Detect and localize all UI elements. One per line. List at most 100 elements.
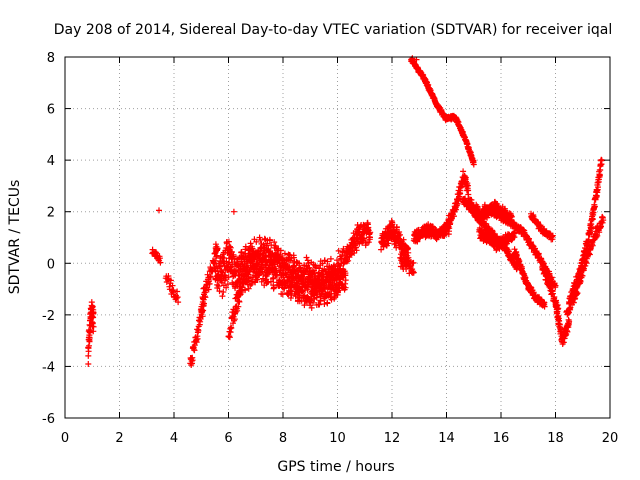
data-point <box>237 283 244 290</box>
data-point <box>227 243 233 250</box>
data-point <box>345 257 352 264</box>
data-point <box>566 318 573 325</box>
data-point <box>445 225 452 232</box>
x-tick-label: 0 <box>61 431 69 446</box>
data-point <box>410 259 417 266</box>
data-point <box>157 259 164 266</box>
x-tick-label: 20 <box>602 431 619 446</box>
data-point <box>230 251 237 258</box>
data-point <box>579 272 586 279</box>
y-axis-label: SDTVAR / TECUs <box>7 180 23 295</box>
y-tick-label: -6 <box>42 412 55 427</box>
y-tick-label: -2 <box>42 309 55 324</box>
data-point <box>167 277 174 284</box>
axis-ticks <box>64 56 611 419</box>
data-point <box>217 263 224 270</box>
x-tick-label: 8 <box>279 431 287 446</box>
y-tick-label: -4 <box>42 360 55 375</box>
data-point <box>173 295 180 302</box>
data-point <box>396 229 403 235</box>
data-point <box>361 235 367 242</box>
data-point <box>313 264 319 271</box>
data-point <box>199 301 206 308</box>
data-points <box>85 55 607 368</box>
x-tick-labels: 0 2 4 6 8 10 12 14 16 18 20 <box>61 431 618 446</box>
data-point <box>342 277 349 284</box>
x-tick-label: 10 <box>329 431 346 446</box>
data-point <box>245 271 252 278</box>
data-point <box>254 276 261 283</box>
data-point <box>191 347 198 354</box>
data-point <box>228 325 235 331</box>
data-point <box>598 157 605 164</box>
data-point <box>206 280 213 287</box>
data-point <box>257 237 264 243</box>
data-point <box>237 292 243 298</box>
data-point <box>589 242 596 249</box>
data-point <box>236 298 242 305</box>
data-point <box>541 303 548 310</box>
data-point <box>599 213 606 220</box>
data-point <box>321 257 328 264</box>
data-point <box>247 240 254 247</box>
data-point <box>342 284 349 291</box>
y-tick-label: 8 <box>47 51 55 66</box>
y-tick-label: 4 <box>47 154 55 169</box>
data-point <box>296 260 303 267</box>
data-point <box>215 283 222 290</box>
data-point <box>549 232 556 239</box>
data-point <box>234 307 241 314</box>
data-point <box>593 233 600 240</box>
data-point <box>205 286 212 293</box>
x-tick-label: 6 <box>224 431 232 446</box>
data-point <box>225 238 232 245</box>
data-point-outlier <box>413 56 420 63</box>
data-point <box>600 217 607 224</box>
x-tick-label: 14 <box>438 431 455 446</box>
data-point <box>174 288 181 295</box>
data-point <box>85 348 92 355</box>
data-point <box>308 304 315 311</box>
data-point <box>193 339 200 346</box>
data-point <box>86 335 93 341</box>
data-point <box>389 221 396 228</box>
x-axis-label: GPS time / hours <box>277 459 394 475</box>
data-point <box>194 335 201 342</box>
data-point-outlier <box>230 208 237 215</box>
data-point <box>538 258 545 265</box>
chart-title: Day 208 of 2014, Sidereal Day-to-day VTE… <box>54 22 612 38</box>
data-point <box>87 327 94 334</box>
data-point <box>224 281 231 288</box>
data-point <box>235 303 242 310</box>
data-point <box>552 282 559 289</box>
data-point <box>468 196 475 203</box>
data-point <box>211 257 218 264</box>
data-point <box>324 258 331 265</box>
x-tick-label: 16 <box>493 431 510 446</box>
data-point <box>281 250 288 257</box>
data-point <box>572 295 579 302</box>
y-tick-labels: -6 -4 -2 0 2 4 6 8 <box>42 51 55 427</box>
data-point <box>393 224 400 230</box>
data-point-outlier <box>409 55 416 62</box>
y-tick-label: 0 <box>47 257 55 272</box>
data-point <box>460 168 467 175</box>
data-point <box>225 274 232 281</box>
x-tick-label: 4 <box>170 431 178 446</box>
data-point <box>267 237 273 244</box>
data-point <box>404 257 411 264</box>
data-point <box>226 259 233 266</box>
data-point <box>550 290 556 297</box>
x-tick-label: 12 <box>384 431 401 446</box>
data-point <box>594 232 601 239</box>
data-point <box>588 223 595 230</box>
data-point <box>89 319 96 326</box>
data-point <box>213 252 220 259</box>
data-point <box>189 357 196 364</box>
data-point <box>400 236 407 243</box>
data-point <box>207 273 214 280</box>
data-point <box>306 264 313 271</box>
data-point <box>226 334 233 341</box>
data-point <box>242 286 249 293</box>
data-point <box>214 247 220 254</box>
